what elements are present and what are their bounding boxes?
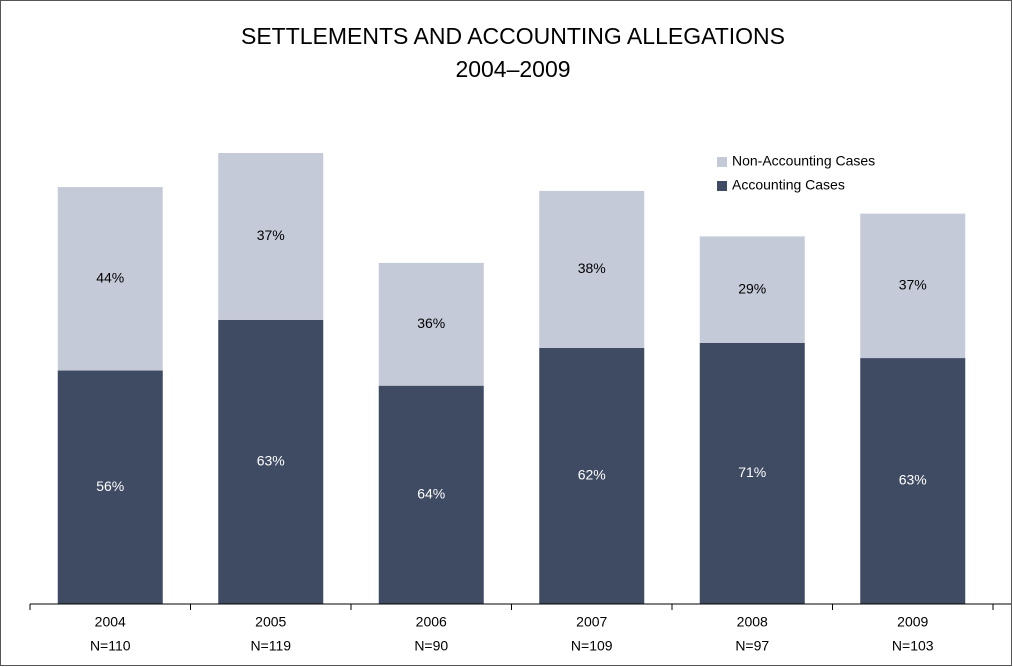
x-tick-label: 2008 xyxy=(737,614,768,630)
data-label: 64% xyxy=(417,486,445,502)
n-label: N=97 xyxy=(735,638,769,654)
data-label: 63% xyxy=(257,453,285,469)
n-label: N=110 xyxy=(90,638,131,654)
n-label: N=103 xyxy=(892,638,934,654)
data-label: 44% xyxy=(96,270,124,286)
bar-segment xyxy=(860,358,966,604)
x-tick-label: 2006 xyxy=(416,614,447,630)
bar-segment xyxy=(699,342,805,604)
bar-segment xyxy=(860,213,966,359)
x-tick-label: 2009 xyxy=(897,614,928,630)
chart-subtitle: 2004–2009 xyxy=(455,56,570,82)
chart-title: SETTLEMENTS AND ACCOUNTING ALLEGATIONS xyxy=(241,23,785,49)
n-label: N=119 xyxy=(250,638,291,654)
data-label: 56% xyxy=(96,478,124,494)
bar-segment xyxy=(57,370,163,604)
data-label: 36% xyxy=(417,315,445,331)
bar-segment xyxy=(378,262,484,386)
legend-swatch xyxy=(717,157,727,167)
x-tick-label: 2004 xyxy=(95,614,126,630)
x-tick-label: 2007 xyxy=(576,614,607,630)
data-label: 37% xyxy=(257,227,285,243)
data-label: 37% xyxy=(899,277,927,293)
data-label: 62% xyxy=(578,467,606,483)
legend-swatch xyxy=(717,181,727,191)
bar-segment xyxy=(699,236,805,343)
x-tick-label: 2005 xyxy=(255,614,286,630)
data-label: 38% xyxy=(578,260,606,276)
legend-label: Non-Accounting Cases xyxy=(732,153,875,169)
bar-segment xyxy=(539,347,645,604)
data-label: 63% xyxy=(899,472,927,488)
bar-segment xyxy=(218,152,324,320)
n-label: N=109 xyxy=(571,638,613,654)
bar-segment xyxy=(57,187,163,371)
data-label: 71% xyxy=(738,464,766,480)
bar-segment xyxy=(218,319,324,604)
n-label: N=90 xyxy=(414,638,448,654)
data-label: 29% xyxy=(738,280,766,296)
bar-segment xyxy=(539,190,645,348)
legend-label: Accounting Cases xyxy=(732,177,845,193)
bar-segment xyxy=(378,385,484,604)
